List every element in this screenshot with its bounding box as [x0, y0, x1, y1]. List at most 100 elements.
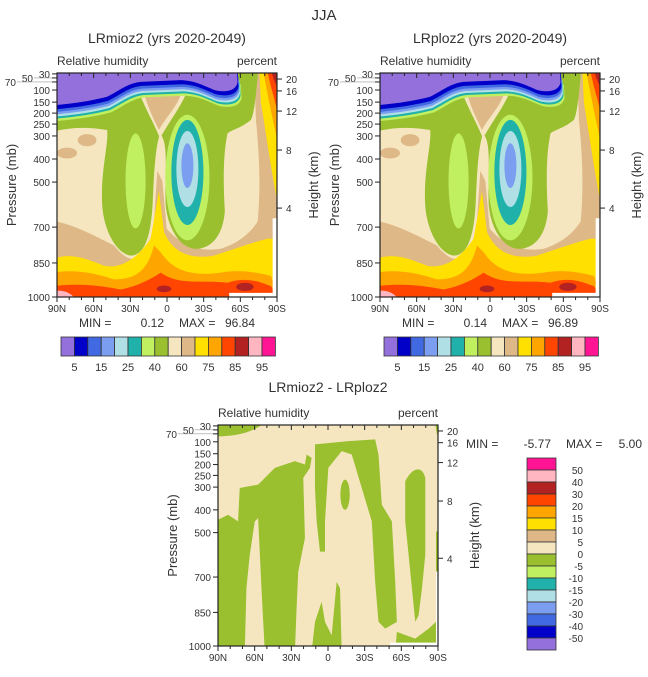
variable-label: Relative humidity [380, 54, 471, 68]
colorbar-label: 10 [572, 526, 584, 537]
y-tick-label: 150 [356, 98, 373, 109]
colorbar-box [584, 336, 599, 357]
colorbar-box [181, 336, 196, 357]
y-tick-label: 200 [356, 109, 373, 120]
y-tick-label: 500 [194, 529, 211, 540]
max-value: 96.84 [225, 316, 255, 330]
colorbar-label: 25 [122, 362, 134, 374]
y2-tick-label: 4 [609, 204, 615, 215]
x-tick-label: 90S [268, 304, 286, 315]
y2-tick-label: 4 [286, 204, 292, 215]
y2-tick-label: 12 [286, 107, 298, 118]
colorbar-box [526, 553, 557, 567]
y-tick-label: 850 [356, 259, 373, 270]
colorbar-label: 20 [572, 502, 584, 513]
y-tick-label: 400 [33, 155, 50, 166]
y-tick-label: 100 [194, 438, 211, 449]
colorbar-box [526, 469, 557, 483]
colorbar-label: 95 [256, 362, 268, 374]
colorbar-box [154, 336, 169, 357]
variable-label: Relative humidity [218, 406, 309, 420]
y-tick-label: 1000 [28, 293, 51, 304]
y2-tick-label: 20 [447, 427, 459, 438]
y2-tick-label: 8 [447, 497, 453, 508]
colorbar-label: 95 [579, 362, 591, 374]
colorbar-box [526, 529, 557, 543]
colorbar-label: -15 [569, 586, 584, 597]
colorbar-label: 5 [71, 362, 77, 374]
colorbar-label: -5 [574, 562, 583, 573]
y2-tick-label: 16 [609, 87, 621, 98]
colorbar-label: 30 [572, 490, 584, 501]
y-tick-label: 700 [356, 223, 373, 234]
plot-title: LRploz2 (yrs 2020-2049) [413, 30, 567, 46]
height-axis-label: Height (km) [629, 151, 644, 218]
y-tick-label: 700 [194, 573, 211, 584]
y2-tick-label: 8 [286, 146, 292, 157]
colorbar-label: -20 [569, 598, 584, 609]
colorbar-box [100, 336, 115, 357]
colorbar-label: -30 [569, 610, 584, 621]
colorbar-box [571, 336, 586, 357]
y-tick-label: 250 [356, 120, 373, 131]
y2-tick-label: 8 [609, 146, 615, 157]
x-tick-label: 30S [195, 304, 213, 315]
colorbar-box [526, 601, 557, 615]
colorbar-box [490, 336, 506, 357]
colorbar-label: 50 [572, 466, 584, 477]
y-tick-label: 30 [39, 70, 51, 81]
x-tick-label: 30S [356, 653, 374, 664]
plot-title: LRmioz2 (yrs 2020-2049) [88, 30, 246, 46]
y-tick-label: 400 [356, 155, 373, 166]
colorbar-box [221, 336, 236, 357]
contour-plot-difference: LRmioz2 - LRploz2 Relative humidity percen… [165, 379, 642, 664]
min-label: MIN = [402, 316, 434, 330]
colorbar-label: 40 [149, 362, 161, 374]
y-tick-label: 50 [183, 426, 195, 437]
y-tick-label: 200 [33, 109, 50, 120]
colorbar-box [544, 336, 559, 357]
y-tick-label: 70 [5, 78, 17, 89]
min-label: MIN = [466, 437, 498, 451]
y-tick-label: 850 [194, 608, 211, 619]
colorbar-box [423, 336, 439, 357]
colorbar-label: 15 [418, 362, 430, 374]
max-label: MAX = [566, 437, 602, 451]
y-tick-label: 50 [22, 74, 34, 85]
x-tick-label: 60S [554, 304, 572, 315]
colorbar-box [383, 336, 398, 357]
y-tick-label: 300 [356, 132, 373, 143]
max-label: MAX = [502, 316, 538, 330]
pressure-axis-label: Pressure (mb) [165, 494, 180, 576]
x-tick-label: 0 [487, 304, 493, 315]
colorbar-box [234, 336, 249, 357]
x-tick-label: 90N [209, 653, 227, 664]
min-value: -5.77 [524, 437, 552, 451]
x-tick-label: 90N [48, 304, 66, 315]
y-tick-label: 400 [194, 506, 211, 517]
x-tick-label: 60N [407, 304, 425, 315]
colorbar-label: -40 [569, 622, 584, 633]
colorbar-box [517, 336, 532, 357]
colorbar-box [140, 336, 156, 357]
x-tick-label: 0 [325, 653, 331, 664]
y-tick-label: 700 [33, 223, 50, 234]
contour-fill [367, 69, 604, 303]
units-label: percent [560, 54, 601, 68]
y-tick-label: 50 [345, 74, 357, 85]
colorbar-box [526, 577, 557, 591]
colorbar-box [526, 637, 557, 651]
colorbar-label: 75 [525, 362, 537, 374]
height-axis-label: Height (km) [467, 502, 482, 569]
colorbar-box [526, 505, 557, 519]
contour-plot-lrploz2: LRploz2 (yrs 2020-2049) Relative humidity… [327, 30, 644, 374]
colorbar-box [526, 457, 557, 471]
colorbar-box [437, 336, 452, 357]
y-tick-label: 70 [328, 78, 340, 89]
y-tick-label: 150 [33, 98, 50, 109]
colorbar-label: 5 [394, 362, 400, 374]
contour-field [218, 425, 438, 646]
y-tick-label: 30 [362, 70, 374, 81]
y-tick-label: 100 [33, 86, 50, 97]
